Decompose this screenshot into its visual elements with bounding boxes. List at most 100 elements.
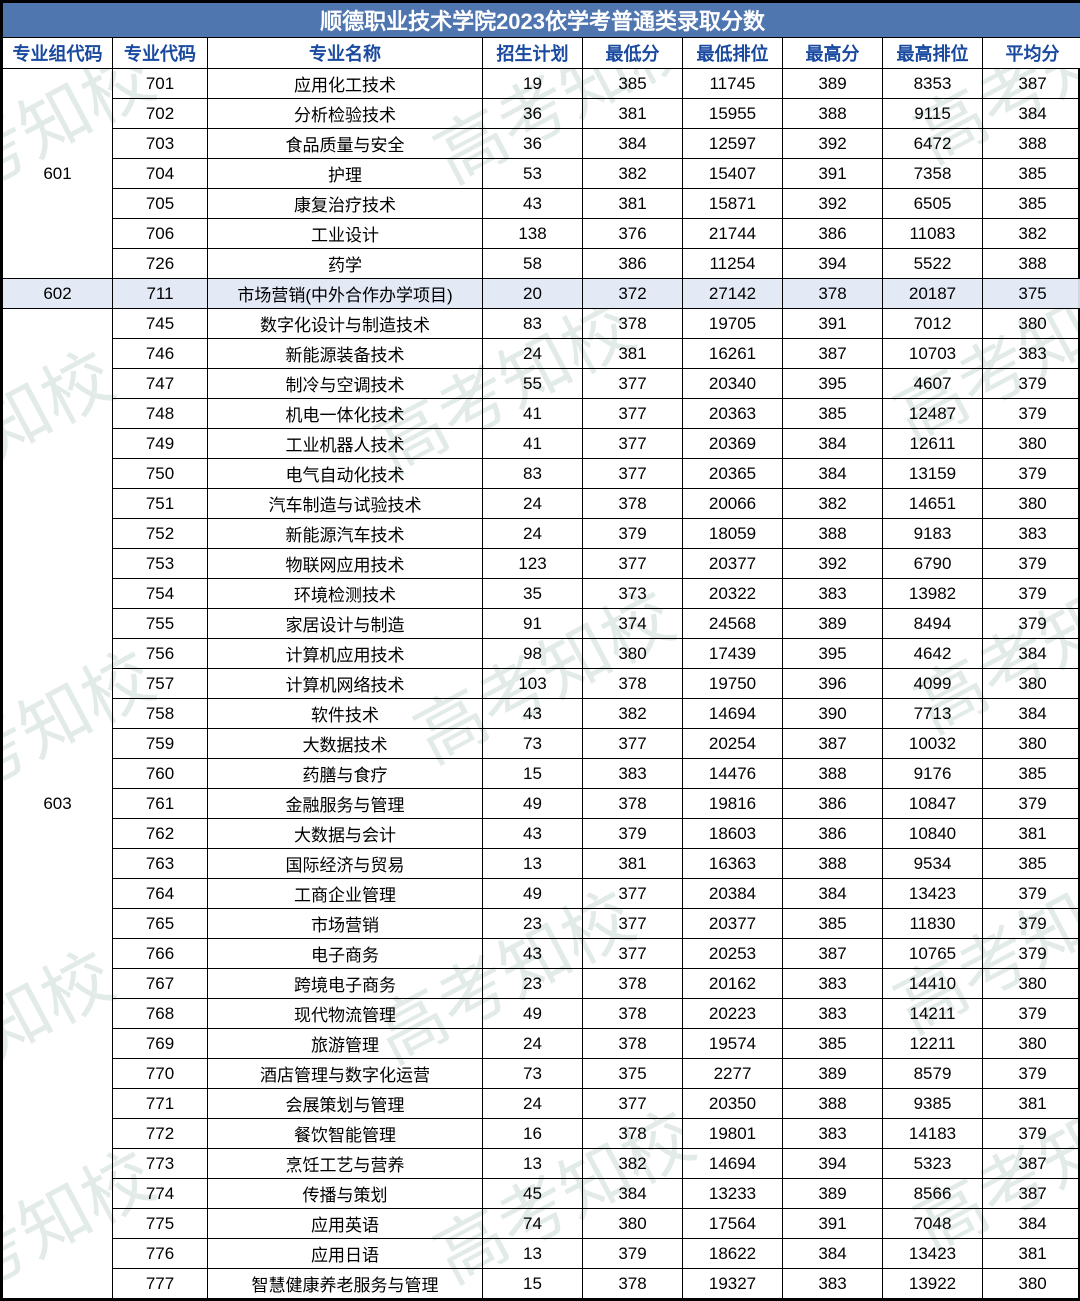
min-score-cell: 379 bbox=[583, 519, 683, 549]
min-score-cell: 384 bbox=[583, 1179, 683, 1209]
plan-cell: 73 bbox=[483, 729, 583, 759]
table-row: 766电子商务433772025338710765379 bbox=[3, 939, 1080, 969]
plan-cell: 138 bbox=[483, 219, 583, 249]
min-score-cell: 384 bbox=[583, 129, 683, 159]
max-score-cell: 391 bbox=[783, 1209, 883, 1239]
max-score-cell: 396 bbox=[783, 669, 883, 699]
min-score-cell: 376 bbox=[583, 219, 683, 249]
major-name-cell: 新能源汽车技术 bbox=[208, 519, 483, 549]
table-row: 773烹饪工艺与营养13382146943945323387 bbox=[3, 1149, 1080, 1179]
avg-score-cell: 383 bbox=[983, 519, 1080, 549]
admission-score-table: 顺德职业技术学院2023依学考普通类录取分数 专业组代码 专业代码 专业名称 招… bbox=[2, 2, 1080, 1299]
plan-cell: 83 bbox=[483, 459, 583, 489]
table-header-row: 专业组代码 专业代码 专业名称 招生计划 最低分 最低排位 最高分 最高排位 平… bbox=[3, 38, 1080, 69]
min-score-cell: 382 bbox=[583, 699, 683, 729]
table-row: 757计算机网络技术103378197503964099380 bbox=[3, 669, 1080, 699]
table-row: 769旅游管理243781957438512211380 bbox=[3, 1029, 1080, 1059]
max-rank-cell: 11083 bbox=[883, 219, 983, 249]
min-score-cell: 381 bbox=[583, 189, 683, 219]
avg-score-cell: 379 bbox=[983, 399, 1080, 429]
header-max-rank: 最高排位 bbox=[883, 38, 983, 69]
major-code-cell: 764 bbox=[113, 879, 208, 909]
major-code-cell: 749 bbox=[113, 429, 208, 459]
max-rank-cell: 14410 bbox=[883, 969, 983, 999]
table-row: 748机电一体化技术413772036338512487379 bbox=[3, 399, 1080, 429]
min-rank-cell: 16363 bbox=[683, 849, 783, 879]
major-code-cell: 760 bbox=[113, 759, 208, 789]
plan-cell: 43 bbox=[483, 939, 583, 969]
min-score-cell: 378 bbox=[583, 1119, 683, 1149]
max-score-cell: 388 bbox=[783, 849, 883, 879]
major-code-cell: 753 bbox=[113, 549, 208, 579]
max-rank-cell: 9534 bbox=[883, 849, 983, 879]
plan-cell: 43 bbox=[483, 189, 583, 219]
major-name-cell: 计算机应用技术 bbox=[208, 639, 483, 669]
min-score-cell: 377 bbox=[583, 399, 683, 429]
min-score-cell: 377 bbox=[583, 879, 683, 909]
major-name-cell: 分析检验技术 bbox=[208, 99, 483, 129]
min-rank-cell: 14476 bbox=[683, 759, 783, 789]
table-row: 703食品质量与安全36384125973926472388 bbox=[3, 129, 1080, 159]
major-name-cell: 传播与策划 bbox=[208, 1179, 483, 1209]
max-score-cell: 392 bbox=[783, 189, 883, 219]
avg-score-cell: 379 bbox=[983, 789, 1080, 819]
avg-score-cell: 385 bbox=[983, 849, 1080, 879]
table-row: 726药学58386112543945522388 bbox=[3, 249, 1080, 279]
major-code-cell: 776 bbox=[113, 1239, 208, 1269]
min-score-cell: 378 bbox=[583, 489, 683, 519]
major-name-cell: 康复治疗技术 bbox=[208, 189, 483, 219]
max-rank-cell: 12611 bbox=[883, 429, 983, 459]
plan-cell: 43 bbox=[483, 819, 583, 849]
max-score-cell: 389 bbox=[783, 609, 883, 639]
table-row: 768现代物流管理493782022338314211379 bbox=[3, 999, 1080, 1029]
min-rank-cell: 15955 bbox=[683, 99, 783, 129]
max-rank-cell: 14651 bbox=[883, 489, 983, 519]
table-row: 765市场营销233772037738511830379 bbox=[3, 909, 1080, 939]
major-name-cell: 药学 bbox=[208, 249, 483, 279]
table-row: 775应用英语74380175643917048384 bbox=[3, 1209, 1080, 1239]
major-name-cell: 数字化设计与制造技术 bbox=[208, 309, 483, 339]
table-row: 762大数据与会计433791860338610840381 bbox=[3, 819, 1080, 849]
min-rank-cell: 19816 bbox=[683, 789, 783, 819]
max-rank-cell: 13423 bbox=[883, 1239, 983, 1269]
major-name-cell: 应用化工技术 bbox=[208, 69, 483, 99]
major-code-cell: 711 bbox=[113, 279, 208, 309]
avg-score-cell: 387 bbox=[983, 1179, 1080, 1209]
table-row: 756计算机应用技术98380174393954642384 bbox=[3, 639, 1080, 669]
plan-cell: 43 bbox=[483, 699, 583, 729]
table-row: 767跨境电子商务233782016238314410380 bbox=[3, 969, 1080, 999]
min-rank-cell: 20377 bbox=[683, 909, 783, 939]
min-score-cell: 378 bbox=[583, 789, 683, 819]
max-score-cell: 385 bbox=[783, 909, 883, 939]
plan-cell: 55 bbox=[483, 369, 583, 399]
major-code-cell: 766 bbox=[113, 939, 208, 969]
avg-score-cell: 384 bbox=[983, 1209, 1080, 1239]
table-row: 702分析检验技术36381159553889115384 bbox=[3, 99, 1080, 129]
plan-cell: 98 bbox=[483, 639, 583, 669]
table-row: 751汽车制造与试验技术243782006638214651380 bbox=[3, 489, 1080, 519]
plan-cell: 73 bbox=[483, 1059, 583, 1089]
min-rank-cell: 20365 bbox=[683, 459, 783, 489]
max-rank-cell: 4607 bbox=[883, 369, 983, 399]
min-rank-cell: 20363 bbox=[683, 399, 783, 429]
avg-score-cell: 388 bbox=[983, 249, 1080, 279]
major-code-cell: 704 bbox=[113, 159, 208, 189]
table-row: 603745数字化设计与制造技术83378197053917012380 bbox=[3, 309, 1080, 339]
table-row: 774传播与策划45384132333898566387 bbox=[3, 1179, 1080, 1209]
major-name-cell: 工业设计 bbox=[208, 219, 483, 249]
min-score-cell: 386 bbox=[583, 249, 683, 279]
plan-cell: 19 bbox=[483, 69, 583, 99]
min-rank-cell: 20322 bbox=[683, 579, 783, 609]
table-row: 706工业设计1383762174438611083382 bbox=[3, 219, 1080, 249]
min-score-cell: 377 bbox=[583, 549, 683, 579]
major-name-cell: 餐饮智能管理 bbox=[208, 1119, 483, 1149]
major-name-cell: 护理 bbox=[208, 159, 483, 189]
max-rank-cell: 13423 bbox=[883, 879, 983, 909]
max-score-cell: 394 bbox=[783, 249, 883, 279]
max-rank-cell: 9183 bbox=[883, 519, 983, 549]
major-code-cell: 765 bbox=[113, 909, 208, 939]
table-row: 754环境检测技术353732032238313982379 bbox=[3, 579, 1080, 609]
avg-score-cell: 380 bbox=[983, 1269, 1080, 1299]
group-code-cell: 602 bbox=[3, 279, 113, 309]
max-score-cell: 382 bbox=[783, 489, 883, 519]
